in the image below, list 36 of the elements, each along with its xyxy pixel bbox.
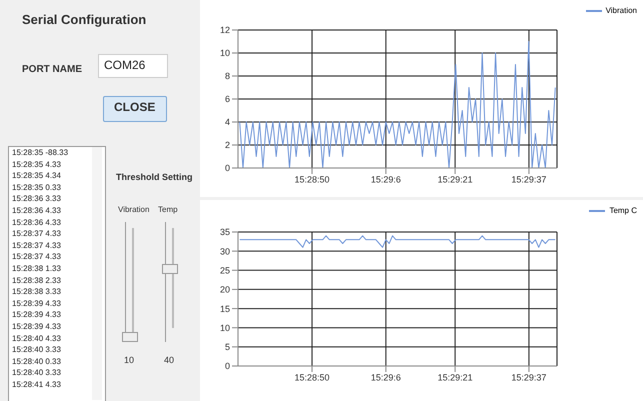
y-tick-label: 20 bbox=[220, 284, 230, 295]
text: PORT NAME bbox=[22, 64, 82, 75]
y-tick-label: 2 bbox=[224, 140, 230, 150]
legend-label: Vibration bbox=[606, 6, 637, 15]
text: Threshold Setting bbox=[116, 172, 192, 182]
text: COM26 bbox=[104, 58, 146, 72]
y-tick-label: 8 bbox=[224, 71, 230, 82]
text: 40 bbox=[164, 355, 174, 365]
y-tick-label: 10 bbox=[220, 322, 230, 333]
y-tick-label: 30 bbox=[220, 246, 230, 256]
y-tick-label: 12 bbox=[220, 25, 230, 36]
text: 10 bbox=[124, 355, 134, 365]
y-tick-label: 6 bbox=[224, 94, 230, 104]
x-tick-label: 15:29:6 bbox=[370, 174, 401, 184]
y-tick-label: 4 bbox=[224, 117, 230, 128]
text: CLOSE bbox=[114, 100, 156, 114]
x-tick-label: 15:29:21 bbox=[438, 372, 473, 382]
x-tick-label: 15:28:50 bbox=[294, 174, 330, 184]
text: Temp bbox=[158, 205, 178, 214]
line-series bbox=[239, 235, 556, 248]
y-tick-label: 25 bbox=[220, 265, 230, 276]
x-tick-label: 15:29:21 bbox=[438, 174, 473, 184]
x-tick-label: 15:28:50 bbox=[294, 372, 330, 382]
y-tick-label: 5 bbox=[224, 342, 230, 352]
y-tick-label: 0 bbox=[224, 163, 230, 174]
y-tick-label: 0 bbox=[224, 361, 230, 372]
x-tick-label: 15:29:37 bbox=[511, 372, 546, 382]
text: Serial Configuration bbox=[22, 12, 146, 27]
list-box: 15:28:35 -88.33 15:28:35 4.33 15:28:35 4.34 15:28:35 0.33 15:28:36 3.33 15:28:36 4.33 15:28:36 4.33 15:28:37 4.33 15:28:37 4.33 15:28:37 4.33 15:28:38 1.33 15:28:38 2.33 15:28:38 3.33 15:28:39 4.33 15:28:39 4.33 15:28:39 4.33 15:28:40 4.33 15:28:40 3.33 15:28:40 0.33 15:28:40 3.33 15:28:41 4.33 bbox=[8, 146, 106, 401]
x-tick-label: 15:29:6 bbox=[370, 372, 401, 382]
x-tick-label: 15:29:37 bbox=[511, 174, 546, 184]
legend-label: Temp C bbox=[609, 206, 637, 215]
y-tick-label: 10 bbox=[220, 48, 230, 58]
y-tick-label: 15 bbox=[220, 304, 230, 314]
text: Vibration bbox=[118, 205, 150, 214]
y-tick-label: 35 bbox=[220, 227, 230, 238]
